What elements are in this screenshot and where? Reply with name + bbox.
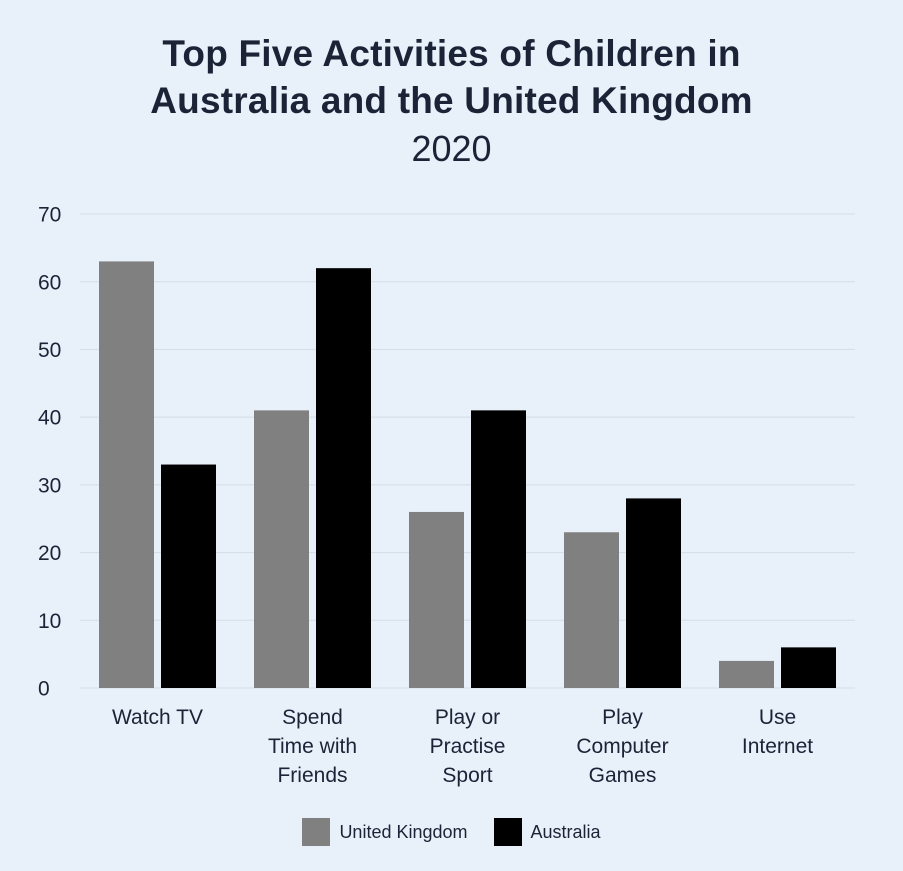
x-tick-label-line: Play xyxy=(602,706,643,729)
bar-australia-0 xyxy=(161,464,216,688)
legend-swatch-australia xyxy=(493,818,522,846)
x-tick-label-4: Use Internet xyxy=(742,706,813,758)
x-tick-label-line: Friends xyxy=(277,764,347,787)
y-tick-label-70: 70 xyxy=(38,204,61,227)
x-tick-label-line: Watch TV xyxy=(112,706,203,729)
x-tick-label-line: Spend xyxy=(282,706,343,729)
legend-item-australia: Australia xyxy=(493,818,601,846)
x-tick-label-line: Play or xyxy=(435,706,500,729)
y-tick-label-30: 30 xyxy=(38,474,61,497)
x-tick-label-2: Play or Practise Sport xyxy=(430,706,506,787)
y-tick-label-0: 0 xyxy=(38,678,50,701)
y-tick-label-10: 10 xyxy=(38,610,61,633)
chart-legend: United Kingdom Australia xyxy=(0,818,903,846)
bar-united-kingdom-3 xyxy=(564,532,619,688)
legend-swatch-united-kingdom xyxy=(302,818,331,846)
bar-united-kingdom-2 xyxy=(409,511,464,688)
bar-australia-2 xyxy=(471,410,526,688)
chart-title-block: Top Five Activities of Children in Austr… xyxy=(0,30,903,173)
x-tick-label-line: Sport xyxy=(442,764,492,787)
y-tick-label-20: 20 xyxy=(38,542,61,565)
chart-title-line-2: Australia and the United Kingdom xyxy=(150,80,753,121)
x-tick-label-3: Play Computer Games xyxy=(576,706,668,787)
legend-item-united-kingdom: United Kingdom xyxy=(302,818,468,846)
bar-australia-4 xyxy=(781,647,836,688)
y-tick-label-40: 40 xyxy=(38,407,61,430)
bar-united-kingdom-4 xyxy=(719,660,774,688)
chart-subtitle: 2020 xyxy=(411,128,492,169)
bar-united-kingdom-0 xyxy=(99,261,154,688)
x-tick-label-line: Practise xyxy=(430,735,506,758)
x-tick-label-line: Use xyxy=(759,706,796,729)
y-tick-label-50: 50 xyxy=(38,339,61,362)
bar-australia-1 xyxy=(316,268,371,688)
x-tick-label-line: Time with xyxy=(268,735,357,758)
chart-title-line-1: Top Five Activities of Children in xyxy=(162,33,741,74)
legend-label-australia: Australia xyxy=(530,822,601,842)
x-tick-label-line: Internet xyxy=(742,735,813,758)
x-tick-label-0: Watch TV xyxy=(112,706,203,729)
bar-united-kingdom-1 xyxy=(254,410,309,688)
x-tick-label-line: Computer xyxy=(576,735,668,758)
y-tick-label-60: 60 xyxy=(38,271,61,294)
legend-label-united-kingdom: United Kingdom xyxy=(339,822,468,842)
x-tick-label-1: Spend Time with Friends xyxy=(268,706,357,787)
x-tick-label-line: Games xyxy=(589,764,657,787)
bar-australia-3 xyxy=(626,498,681,688)
